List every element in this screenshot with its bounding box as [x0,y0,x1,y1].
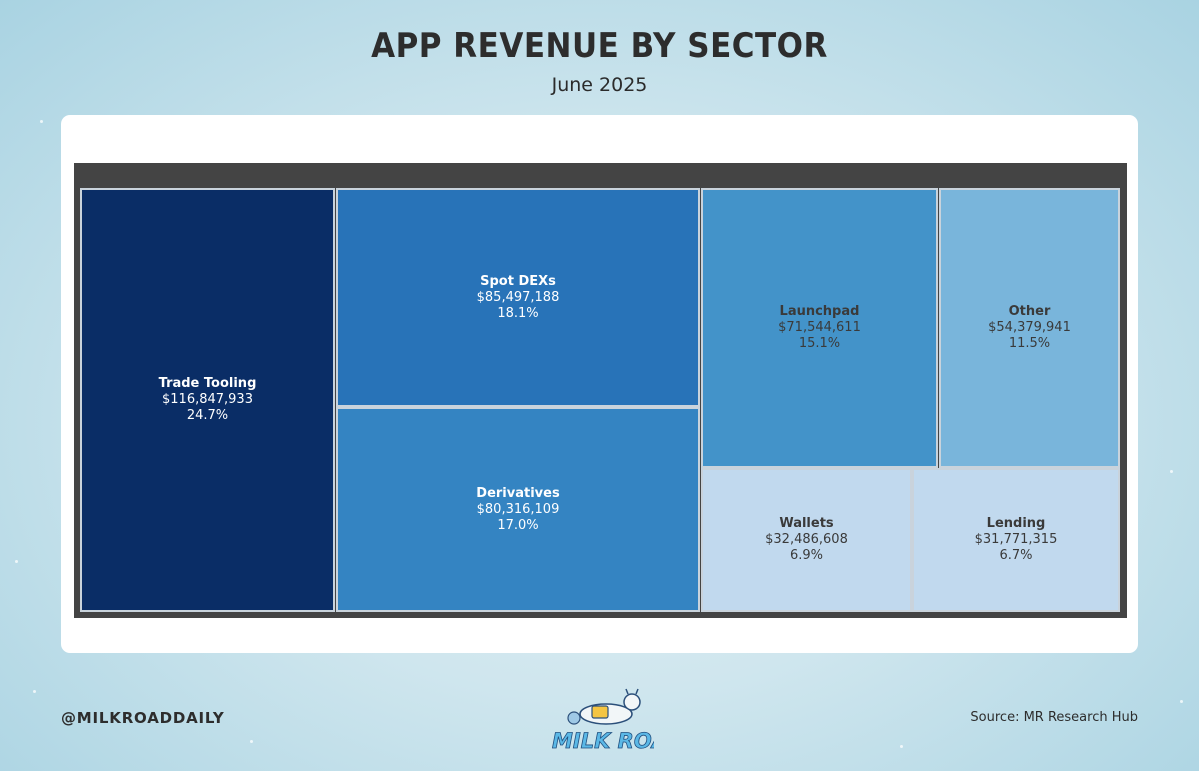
chart-subtitle: June 2025 [551,74,648,96]
treemap-tile-trade-tooling: Trade Tooling $116,847,933 24.7% [80,188,335,612]
treemap-tile-other: Other $54,379,941 11.5% [939,188,1120,468]
background-dot [1170,470,1173,473]
treemap-tile-spot-dexs: Spot DEXs $85,497,188 18.1% [336,188,700,407]
tile-name: Spot DEXs [480,273,556,289]
treemap-tile-lending: Lending $31,771,315 6.7% [912,468,1120,612]
tile-name: Lending [986,516,1046,531]
tile-value: $80,316,109 [476,501,560,517]
tile-percent: 24.7% [186,408,229,423]
background-dot [250,740,253,743]
background-dot [15,560,18,563]
tile-name: Launchpad [779,304,860,319]
chart-title: APP REVENUE BY SECTOR [371,26,828,66]
treemap-tile-derivatives: Derivatives $80,316,109 17.0% [336,407,700,612]
tile-value: $32,486,608 [765,532,848,547]
background-dot [1180,700,1183,703]
twitter-handle: @MILKROADDAILY [61,709,225,727]
tile-name: Wallets [779,516,834,531]
milk-road-logo: MILK ROAD [552,688,654,753]
tile-percent: 17.0% [497,517,539,533]
tile-value: $71,544,611 [778,320,861,335]
tile-value: $116,847,933 [162,392,253,407]
tile-percent: 6.7% [999,548,1033,563]
tile-value: $54,379,941 [988,320,1071,335]
background-dot [33,690,36,693]
tile-percent: 6.9% [789,548,824,563]
tile-value: $31,771,315 [974,532,1058,547]
tile-name: Derivatives [476,485,560,501]
tile-percent: 15.1% [798,336,841,351]
tile-name: Trade Tooling [158,376,257,391]
logo-wordmark: MILK ROAD [552,729,654,753]
background-dot [40,120,43,123]
treemap-tile-wallets: Wallets $32,486,608 6.9% [701,468,912,612]
tile-value: $85,497,188 [476,289,560,305]
source-note: Source: MR Research Hub [970,710,1138,725]
background-dot [900,745,903,748]
treemap-tile-launchpad: Launchpad $71,544,611 15.1% [701,188,938,468]
tile-percent: 18.1% [497,305,539,321]
tile-percent: 11.5% [1008,336,1051,351]
tile-name: Other [1008,304,1051,319]
treemap: Trade Tooling $116,847,933 24.7% Spot DE… [74,163,1127,618]
